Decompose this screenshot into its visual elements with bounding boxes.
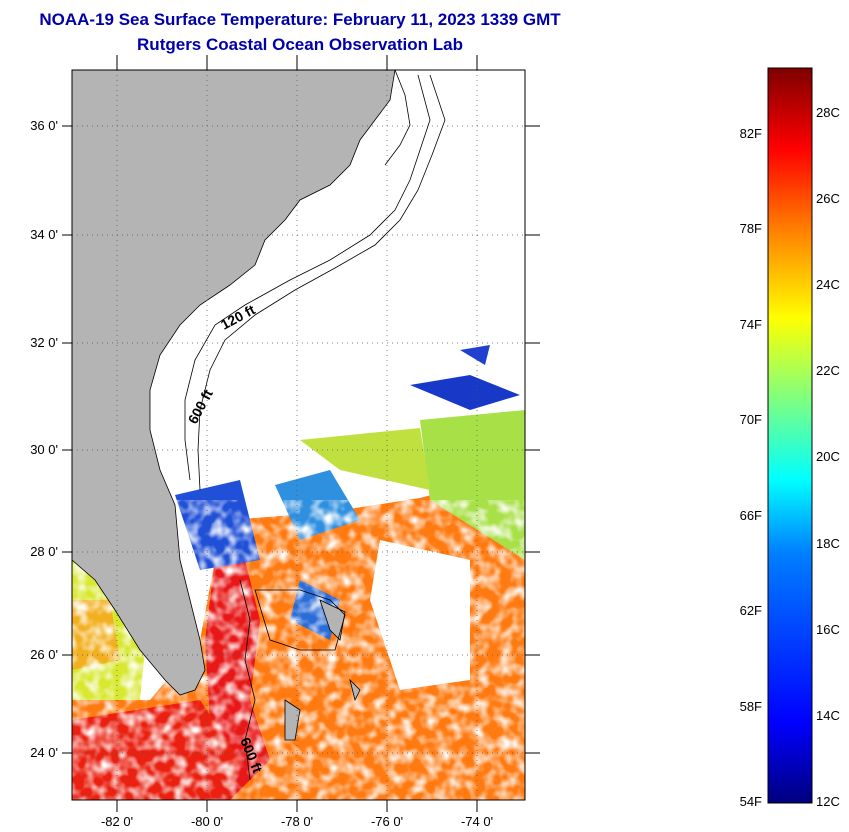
fahrenheit-tick-label: 74F <box>740 317 762 332</box>
celsius-tick-label: 26C <box>816 191 840 206</box>
lon-tick-label: -76 0' <box>371 814 403 829</box>
celsius-tick-label: 12C <box>816 794 840 809</box>
celsius-labels: 12C 14C 16C 18C 20C 22C 24C 26C 28C <box>816 105 840 809</box>
celsius-tick-label: 28C <box>816 105 840 120</box>
sst-cool-patch-central <box>300 428 430 490</box>
map-subtitle: Rutgers Coastal Ocean Observation Lab <box>137 35 463 54</box>
map-title: NOAA-19 Sea Surface Temperature: Februar… <box>39 10 561 29</box>
axis-ticks <box>62 55 540 812</box>
fahrenheit-tick-label: 66F <box>740 508 762 523</box>
celsius-tick-label: 18C <box>816 536 840 551</box>
lat-tick-label: 30 0' <box>30 442 58 457</box>
lon-tick-label: -74 0' <box>461 814 493 829</box>
lat-tick-label: 32 0' <box>30 335 58 350</box>
map-frame <box>71 69 526 801</box>
sst-cold-offshore <box>410 375 520 410</box>
fahrenheit-tick-label: 82F <box>740 126 762 141</box>
land-outer-banks <box>384 70 411 166</box>
color-bar: 54F 58F 62F 66F 70F 74F 78F 82F 12C 14C … <box>740 67 840 809</box>
lat-tick-label: 24 0' <box>30 745 58 760</box>
lon-labels: -82 0' -80 0' -78 0' -76 0' -74 0' <box>101 814 493 829</box>
celsius-tick-label: 14C <box>816 708 840 723</box>
land-east-coast <box>72 70 396 696</box>
lon-tick-label: -80 0' <box>191 814 223 829</box>
celsius-tick-label: 16C <box>816 622 840 637</box>
fahrenheit-tick-label: 58F <box>740 699 762 714</box>
lat-tick-label: 36 0' <box>30 118 58 133</box>
lon-tick-label: -78 0' <box>281 814 313 829</box>
celsius-tick-label: 20C <box>816 449 840 464</box>
fahrenheit-tick-label: 78F <box>740 221 762 236</box>
fahrenheit-tick-label: 54F <box>740 794 762 809</box>
lat-tick-label: 26 0' <box>30 647 58 662</box>
bahamas-islands <box>284 599 361 741</box>
celsius-tick-label: 22C <box>816 363 840 378</box>
cloud-patch <box>370 540 470 690</box>
bathymetry-contours <box>184 74 446 781</box>
map-graticule <box>72 70 525 800</box>
map-area: 120 ft 600 ft 600 ft <box>72 70 525 800</box>
lat-labels: 36 0' 34 0' 32 0' 30 0' 28 0' 26 0' 24 0… <box>30 118 58 760</box>
lat-tick-label: 28 0' <box>30 544 58 559</box>
sst-cold-speck <box>460 345 490 365</box>
color-bar-gradient <box>767 67 813 804</box>
fahrenheit-tick-label: 70F <box>740 412 762 427</box>
lat-tick-label: 34 0' <box>30 227 58 242</box>
fahrenheit-labels: 54F 58F 62F 66F 70F 74F 78F 82F <box>740 126 762 809</box>
fahrenheit-tick-label: 62F <box>740 603 762 618</box>
celsius-tick-label: 24C <box>816 277 840 292</box>
lon-tick-label: -82 0' <box>101 814 133 829</box>
